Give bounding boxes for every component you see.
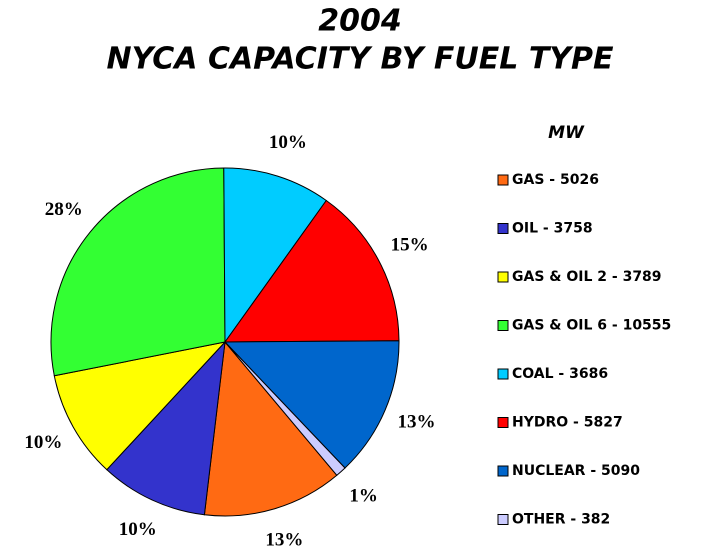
legend-swatch — [497, 271, 509, 283]
legend-swatch — [497, 465, 509, 477]
pie-slice — [223, 340, 400, 469]
pie-slice — [224, 199, 400, 343]
legend-label: OIL - 3758 — [512, 221, 593, 237]
legend-label: GAS & OIL 6 - 10555 — [512, 318, 671, 334]
legend-label: NUCLEAR - 5090 — [512, 463, 640, 479]
pie-slice — [223, 167, 327, 344]
data-label: 1% — [349, 485, 378, 506]
legend-swatch — [497, 417, 509, 428]
legend-swatch — [497, 320, 509, 331]
legend-swatch — [497, 223, 509, 234]
legend-label: GAS - 5026 — [512, 172, 599, 188]
data-label: 28% — [45, 199, 83, 220]
data-label: 13% — [397, 412, 435, 433]
data-label: 10% — [24, 432, 62, 453]
pie-slice — [50, 167, 226, 377]
pie-slice — [53, 341, 227, 471]
chart-title: NYCA CAPACITY BY FUEL TYPE — [107, 42, 614, 77]
data-label: 10% — [119, 519, 157, 540]
pie-slice — [106, 340, 226, 516]
legend-swatch — [497, 174, 509, 186]
chart-title: 2004 — [318, 4, 402, 39]
legend-label: HYDRO - 5827 — [512, 415, 623, 431]
legend-title: MW — [548, 123, 585, 143]
pie-slice — [224, 341, 346, 476]
legend-label: OTHER - 382 — [512, 512, 610, 528]
legend-label: COAL - 3686 — [512, 366, 608, 382]
legend-swatch — [497, 514, 509, 525]
data-label: 15% — [391, 235, 429, 256]
pie-slice — [203, 340, 338, 517]
data-label: 10% — [269, 132, 307, 153]
legend-label: GAS & OIL 2 - 3789 — [512, 269, 662, 285]
legend-swatch — [497, 368, 509, 380]
data-label: 13% — [265, 530, 303, 551]
